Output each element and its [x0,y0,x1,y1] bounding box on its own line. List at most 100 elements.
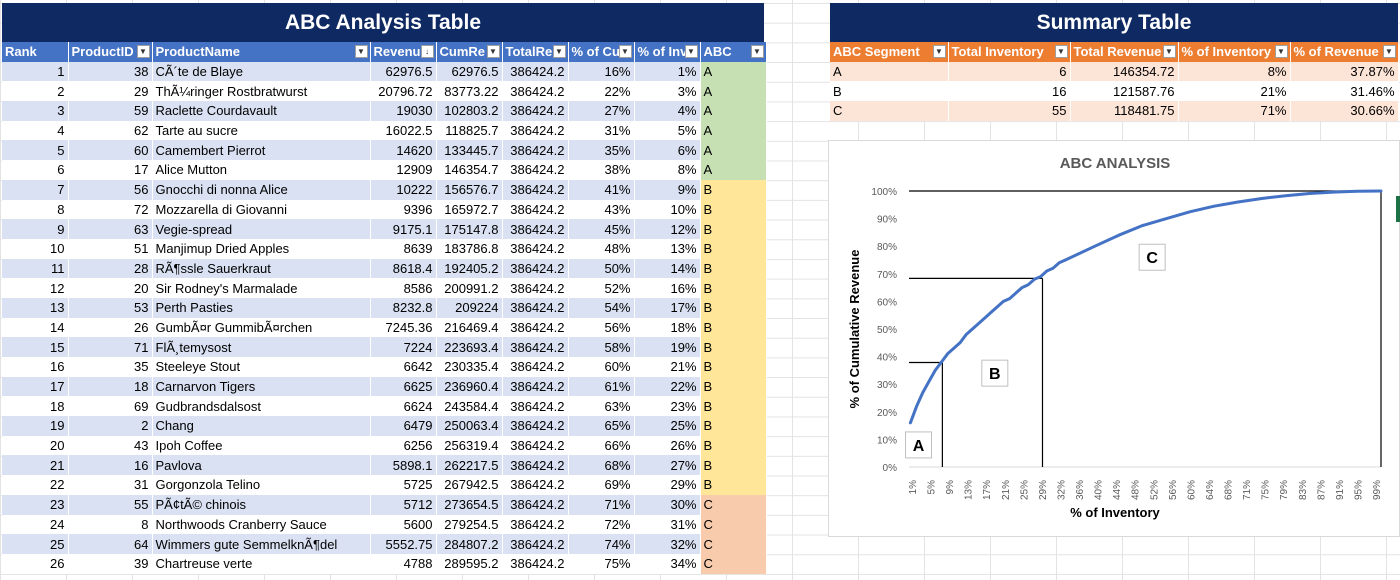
table-cell[interactable]: 386424.2 [502,357,569,377]
table-cell[interactable]: 4% [634,101,701,121]
table-cell[interactable]: 192405.2 [436,258,503,279]
table-cell[interactable]: 386424.2 [502,219,569,239]
table-cell[interactable]: 16 [68,455,153,476]
table-cell[interactable]: B [700,278,767,298]
sort-descending-icon[interactable]: ↓ [420,45,434,58]
table-cell[interactable]: B [700,475,767,495]
header-productid[interactable]: ProductID ▼ [68,42,153,62]
table-cell[interactable]: 386424.2 [502,475,569,495]
table-cell[interactable]: 386424.2 [502,81,569,102]
table-cell[interactable]: 31% [634,514,701,535]
table-cell[interactable]: Wimmers gute SemmelknÃ¶del [152,534,371,554]
table-cell[interactable]: C [700,553,767,574]
table-cell[interactable]: 386424.2 [502,317,569,338]
table-cell[interactable]: Chang [152,416,371,436]
table-cell[interactable]: 17% [634,297,701,318]
table-cell[interactable]: 3% [634,81,701,102]
table-cell[interactable]: 39 [68,553,153,574]
table-cell[interactable]: GumbÃ¤r GummibÃ¤rchen [152,317,371,338]
table-cell[interactable]: 23% [634,396,701,417]
table-cell[interactable]: Mozzarella di Giovanni [152,199,371,220]
table-cell[interactable]: 223693.4 [436,337,503,357]
table-cell[interactable]: 25% [634,416,701,436]
table-cell[interactable]: 32% [634,534,701,554]
table-cell[interactable]: B [700,258,767,279]
table-cell[interactable]: 19 [2,416,69,436]
header-abc[interactable]: ABC ▼ [700,42,767,62]
table-cell[interactable]: 71 [68,337,153,357]
table-cell[interactable]: Vegie-spread [152,219,371,239]
filter-dropdown-icon[interactable]: ▼ [486,45,500,58]
table-cell[interactable]: 386424.2 [502,278,569,298]
summary-cell[interactable]: 30.66% [1290,101,1399,121]
table-cell[interactable]: A [700,160,767,180]
table-cell[interactable]: 18% [634,317,701,338]
table-cell[interactable]: 386424.2 [502,494,569,515]
table-cell[interactable]: 60% [568,357,635,377]
filter-dropdown-icon[interactable]: ▼ [618,45,632,58]
table-cell[interactable]: 133445.7 [436,140,503,161]
table-cell[interactable]: 3 [2,101,69,121]
table-cell[interactable]: 64 [68,534,153,554]
table-cell[interactable]: 262217.5 [436,455,503,476]
table-cell[interactable]: 6 [2,160,69,180]
header-pct-cum[interactable]: % of Cu ▼ [568,42,635,62]
table-cell[interactable]: RÃ¶ssle Sauerkraut [152,258,371,279]
table-cell[interactable]: 386424.2 [502,258,569,279]
header-pct-inv[interactable]: % of Inv ▼ [634,42,701,62]
table-cell[interactable]: 20 [2,435,69,456]
table-cell[interactable]: 1% [634,61,701,82]
sheet-scroll-handle[interactable] [1396,196,1400,222]
table-cell[interactable]: 59 [68,101,153,121]
table-cell[interactable]: 5% [634,120,701,141]
table-cell[interactable]: 13 [2,297,69,318]
table-cell[interactable]: 17 [68,160,153,180]
table-cell[interactable]: 14% [634,258,701,279]
table-cell[interactable]: C [700,514,767,535]
table-cell[interactable]: Pavlova [152,455,371,476]
table-cell[interactable]: 43% [568,199,635,220]
table-cell[interactable]: 69% [568,475,635,495]
table-cell[interactable]: B [700,435,767,456]
table-cell[interactable]: 4 [2,120,69,141]
table-cell[interactable]: 55 [68,494,153,515]
table-cell[interactable]: 8 [2,199,69,220]
table-cell[interactable]: 61% [568,376,635,397]
table-cell[interactable]: 14620 [370,140,437,161]
table-cell[interactable]: 18 [68,376,153,397]
table-cell[interactable]: 156576.7 [436,179,503,200]
table-cell[interactable]: 48% [568,238,635,259]
table-cell[interactable]: 29 [68,81,153,102]
table-cell[interactable]: 50% [568,258,635,279]
table-cell[interactable]: 60 [68,140,153,161]
table-cell[interactable]: 27% [568,101,635,121]
table-cell[interactable]: 69 [68,396,153,417]
table-cell[interactable]: 20796.72 [370,81,437,102]
filter-dropdown-icon[interactable]: ▼ [354,45,368,58]
table-cell[interactable]: 18 [2,396,69,417]
table-cell[interactable]: 29% [634,475,701,495]
table-cell[interactable]: 35 [68,357,153,377]
filter-dropdown-icon[interactable]: ▼ [1162,45,1176,58]
table-cell[interactable]: 9396 [370,199,437,220]
table-cell[interactable]: 10 [2,238,69,259]
table-cell[interactable]: Camembert Pierrot [152,140,371,161]
table-cell[interactable]: 7245.36 [370,317,437,338]
table-cell[interactable]: ThÃ¼ringer Rostbratwurst [152,81,371,102]
table-cell[interactable]: 216469.4 [436,317,503,338]
table-cell[interactable]: 72% [568,514,635,535]
table-cell[interactable]: 41% [568,179,635,200]
table-cell[interactable]: Gorgonzola Telino [152,475,371,495]
table-cell[interactable]: 72 [68,199,153,220]
table-cell[interactable]: 6256 [370,435,437,456]
table-cell[interactable]: 386424.2 [502,160,569,180]
table-cell[interactable]: C [700,494,767,515]
header-total-inventory[interactable]: Total Inventory ▼ [948,42,1071,62]
table-cell[interactable]: A [700,101,767,121]
table-cell[interactable]: 6% [634,140,701,161]
summary-cell[interactable]: 6 [948,61,1071,82]
table-cell[interactable]: 386424.2 [502,140,569,161]
table-cell[interactable]: 43 [68,435,153,456]
filter-dropdown-icon[interactable]: ▼ [684,45,698,58]
table-cell[interactable]: 16% [634,278,701,298]
